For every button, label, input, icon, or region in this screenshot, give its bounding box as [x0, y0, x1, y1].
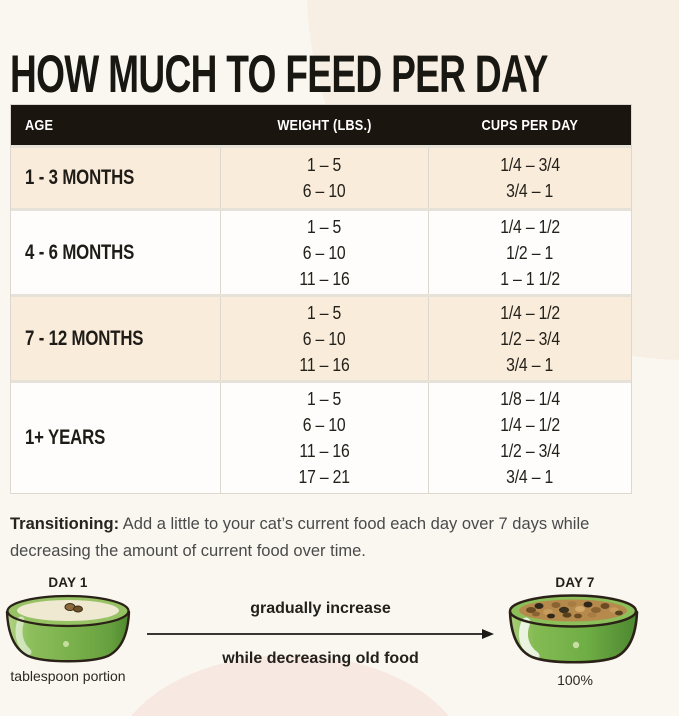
page-title: HOW MUCH TO FEED PER DAY: [10, 45, 548, 104]
weight-range: 6 – 10: [303, 414, 346, 435]
weight-range: 11 – 16: [299, 353, 350, 375]
transitioning-text: Add a little to your cat’s current food …: [10, 515, 590, 560]
transition-arrow-group: gradually increase while decreasing old …: [147, 599, 494, 669]
column-header-cups: CUPS PER DAY: [481, 116, 578, 134]
age-cell: 4 - 6 MONTHS: [25, 240, 135, 264]
arrow-text-top: gradually increase: [250, 600, 391, 617]
table-row: 7 - 12 MONTHS 1 – 5 6 – 10 11 – 16 1/4 –…: [11, 294, 631, 380]
cups-cell: 1/4 – 1/2 1/2 – 1 1 – 1 1/2: [428, 211, 631, 294]
weight-range: 11 – 16: [299, 440, 350, 461]
cups-cell: 1/8 – 1/4 1/4 – 1/2 1/2 – 3/4 3/4 – 1: [428, 383, 631, 493]
cups-cell: 1/4 – 1/2 1/2 – 3/4 3/4 – 1: [428, 297, 631, 380]
cups-range: 3/4 – 1: [506, 466, 554, 487]
day7-label: DAY 7: [555, 575, 595, 590]
cups-range: 1/2 – 3/4: [500, 440, 560, 461]
transitioning-label: Transitioning:: [10, 515, 120, 533]
cups-range: 1/2 – 3/4: [500, 327, 560, 349]
age-cell: 7 - 12 MONTHS: [25, 326, 144, 350]
column-header-weight: WEIGHT (LBS.): [276, 116, 372, 134]
day7-caption: 100%: [557, 672, 593, 688]
cups-range: 3/4 – 1: [506, 353, 554, 375]
weight-cell: 1 – 5 6 – 10 11 – 16 17 – 21: [220, 383, 428, 493]
weight-cell: 1 – 5 6 – 10 11 – 16: [220, 297, 428, 380]
cups-range: 1/4 – 1/2: [500, 215, 560, 237]
weight-range: 11 – 16: [299, 267, 350, 289]
cups-cell: 1/4 – 3/4 3/4 – 1: [428, 148, 631, 208]
weight-range: 1 – 5: [307, 154, 342, 175]
day1-label: DAY 1: [48, 575, 88, 590]
arrow-text-bottom: while decreasing old food: [222, 650, 419, 667]
age-cell: 1+ YEARS: [25, 426, 106, 449]
weight-range: 1 – 5: [307, 215, 342, 237]
age-cell: 1 - 3 MONTHS: [25, 166, 135, 189]
kibble: [526, 601, 623, 619]
day1-caption: tablespoon portion: [10, 668, 126, 684]
column-header-age: AGE: [25, 116, 54, 134]
day7-bowl-illustration: [508, 594, 639, 664]
table-header-row: AGE WEIGHT (LBS.) CUPS PER DAY: [11, 105, 631, 145]
weight-range: 6 – 10: [303, 180, 346, 201]
transitioning-note: Transitioning: Add a little to your cat’…: [10, 511, 660, 565]
weight-range: 6 – 10: [303, 327, 346, 349]
feeding-table: AGE WEIGHT (LBS.) CUPS PER DAY 1 - 3 MON…: [10, 104, 632, 494]
cups-range: 1/4 – 1/2: [500, 301, 560, 323]
cups-range: 1/8 – 1/4: [500, 388, 560, 409]
weight-cell: 1 – 5 6 – 10: [220, 148, 428, 208]
table-row: 1 - 3 MONTHS 1 – 5 6 – 10 1/4 – 3/4 3/4 …: [11, 145, 631, 208]
kibble: [64, 603, 83, 613]
cups-range: 1/4 – 1/2: [500, 414, 560, 435]
cups-range: 3/4 – 1: [506, 180, 554, 201]
cups-range: 1 – 1 1/2: [500, 267, 560, 289]
weight-range: 17 – 21: [298, 466, 351, 487]
table-row: 4 - 6 MONTHS 1 – 5 6 – 10 11 – 16 1/4 – …: [11, 208, 631, 294]
right-arrow-icon: [147, 629, 494, 639]
table-row: 1+ YEARS 1 – 5 6 – 10 11 – 16 17 – 21 1/…: [11, 380, 631, 493]
weight-range: 6 – 10: [303, 241, 346, 263]
weight-range: 1 – 5: [307, 388, 342, 409]
day1-bowl-illustration: [5, 594, 131, 663]
weight-cell: 1 – 5 6 – 10 11 – 16: [220, 211, 428, 294]
cups-range: 1/2 – 1: [506, 241, 554, 263]
weight-range: 1 – 5: [307, 301, 342, 323]
cups-range: 1/4 – 3/4: [500, 154, 560, 175]
